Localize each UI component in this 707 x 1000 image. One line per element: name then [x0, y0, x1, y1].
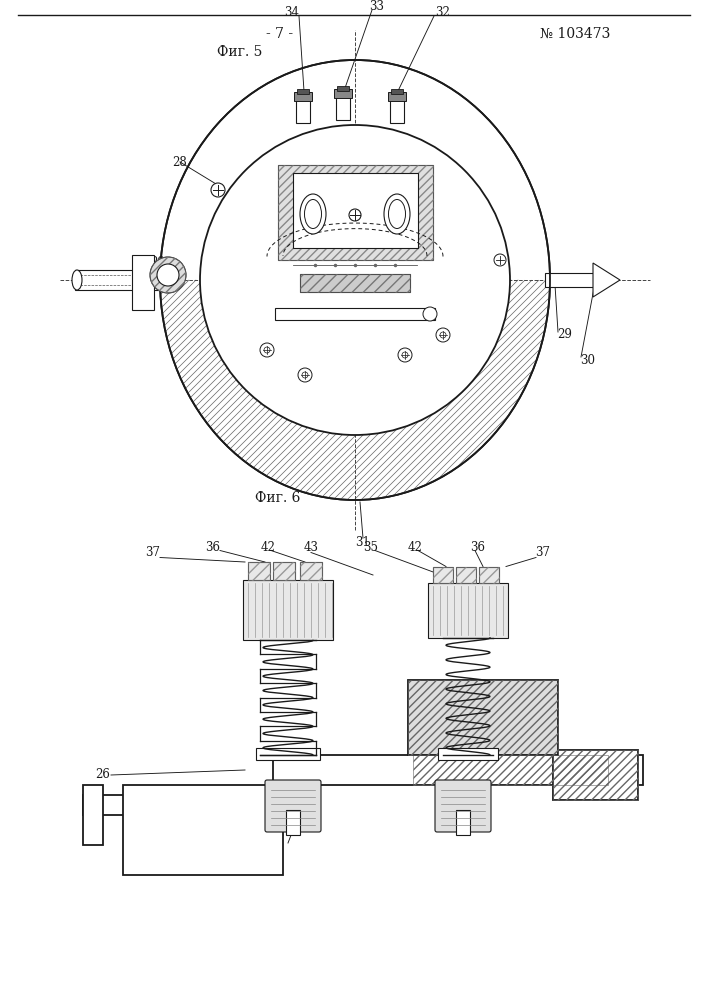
Bar [390, 98, 404, 123]
Bar [433, 566, 453, 582]
Bar [273, 562, 295, 580]
Text: 37: 37 [535, 546, 551, 559]
Bar [479, 566, 499, 582]
Bar [293, 173, 418, 248]
Polygon shape [593, 263, 620, 297]
Text: 36: 36 [470, 541, 486, 554]
Bar [553, 750, 638, 800]
Bar [83, 785, 103, 845]
Ellipse shape [300, 194, 326, 234]
Bar [273, 562, 295, 580]
Text: Фиг. 6: Фиг. 6 [255, 491, 300, 505]
Bar [273, 755, 643, 785]
Bar [294, 92, 312, 101]
Bar [256, 748, 320, 760]
Circle shape [157, 264, 179, 286]
Text: 34: 34 [284, 6, 300, 19]
Text: 35: 35 [363, 541, 378, 554]
Bar [433, 566, 453, 582]
Bar [300, 274, 410, 292]
Circle shape [211, 183, 225, 197]
Text: Фиг. 5: Фиг. 5 [217, 45, 263, 59]
Bar [388, 92, 406, 101]
Bar [456, 566, 476, 582]
Ellipse shape [160, 60, 550, 500]
Bar [300, 562, 322, 580]
Bar [428, 582, 508, 638]
Bar [75, 270, 165, 290]
Bar [123, 785, 283, 875]
Bar [391, 89, 403, 94]
Circle shape [423, 307, 437, 321]
Bar [278, 165, 433, 260]
Text: № 103473: № 103473 [540, 27, 610, 41]
Bar [300, 274, 410, 292]
Text: 33: 33 [370, 0, 385, 13]
Ellipse shape [389, 200, 406, 229]
Bar [334, 89, 352, 98]
Bar [337, 86, 349, 91]
FancyBboxPatch shape [435, 780, 491, 832]
Bar [408, 680, 558, 755]
Circle shape [436, 328, 450, 342]
Bar [336, 95, 350, 120]
Bar [297, 89, 309, 94]
Circle shape [298, 368, 312, 382]
Bar [545, 273, 597, 287]
Text: - 7 -: - 7 - [267, 27, 293, 41]
Bar [408, 680, 558, 755]
Bar [275, 308, 435, 320]
Text: 43: 43 [303, 541, 318, 554]
Bar [479, 566, 499, 582]
Text: 29: 29 [558, 328, 573, 342]
Circle shape [494, 254, 506, 266]
Text: 39: 39 [151, 824, 165, 836]
Text: 32: 32 [436, 6, 450, 19]
Text: 36: 36 [206, 541, 221, 554]
Bar [132, 255, 154, 310]
Circle shape [398, 348, 412, 362]
Bar [456, 566, 476, 582]
Text: 42: 42 [261, 541, 276, 554]
Bar [278, 165, 433, 260]
Bar [248, 562, 270, 580]
Circle shape [150, 257, 186, 293]
Text: 28: 28 [173, 155, 187, 168]
Bar [438, 748, 498, 760]
Text: 37: 37 [146, 546, 160, 559]
Circle shape [302, 372, 308, 378]
FancyBboxPatch shape [265, 780, 321, 832]
Bar [553, 750, 638, 800]
Ellipse shape [305, 200, 322, 229]
Text: 29: 29 [151, 256, 165, 269]
Circle shape [264, 347, 270, 353]
Text: /40: /40 [264, 844, 283, 856]
Circle shape [260, 343, 274, 357]
Bar [243, 580, 333, 640]
Bar [296, 98, 310, 123]
Bar [286, 810, 300, 835]
Text: 26: 26 [95, 768, 110, 782]
Bar [300, 562, 322, 580]
Text: 30: 30 [580, 354, 595, 366]
Circle shape [200, 125, 510, 435]
Ellipse shape [384, 194, 410, 234]
Bar [83, 795, 243, 815]
Circle shape [349, 209, 361, 221]
Bar [248, 562, 270, 580]
Text: 42: 42 [407, 541, 423, 554]
Bar [456, 810, 470, 835]
Ellipse shape [72, 270, 82, 290]
Circle shape [402, 352, 408, 358]
Circle shape [440, 332, 446, 338]
Bar [413, 755, 608, 785]
Text: 31: 31 [356, 536, 370, 548]
